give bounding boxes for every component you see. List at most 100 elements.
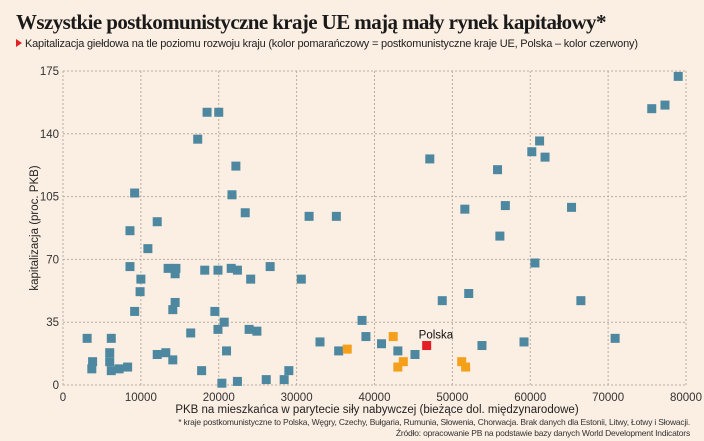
point-other [168, 305, 178, 315]
point-other [168, 355, 178, 365]
point-other [673, 71, 683, 81]
point-other [227, 190, 237, 200]
y-tick-label: 105 [40, 192, 59, 204]
point-other [535, 136, 545, 146]
point-other [393, 346, 403, 356]
point-other [576, 296, 586, 306]
point-other [530, 258, 540, 268]
y-tick-labels: 0 35 70 105 140 175 [40, 66, 59, 392]
point-other [425, 154, 435, 164]
point-other [493, 165, 503, 175]
point-other [477, 341, 487, 351]
y-tick-label: 140 [40, 129, 59, 141]
point-other [222, 346, 232, 356]
point-other [219, 317, 229, 327]
point-other [231, 161, 241, 171]
point-other [210, 306, 220, 316]
point-other [252, 326, 262, 336]
point-postcommunist [388, 332, 398, 342]
point-other [527, 147, 537, 157]
y-tick-label: 70 [46, 254, 59, 266]
point-other [304, 211, 314, 221]
point-other [214, 107, 224, 117]
point-poland [422, 341, 432, 351]
point-other [279, 375, 289, 385]
point-other [540, 152, 550, 162]
point-label-poland: Polska [419, 330, 454, 342]
x-tick-label: 0 [60, 392, 66, 404]
point-other [361, 332, 371, 342]
point-postcommunist [457, 357, 467, 367]
point-other [610, 333, 620, 343]
x-tick-label: 20000 [203, 392, 235, 404]
point-other [217, 378, 227, 388]
point-other [186, 328, 196, 338]
point-other [246, 274, 256, 284]
point-other [331, 211, 341, 221]
point-postcommunist [461, 362, 471, 372]
point-other [500, 201, 510, 211]
point-other [377, 339, 387, 349]
point-postcommunist [342, 344, 352, 354]
point-other [136, 274, 146, 284]
y-axis-label: kapitalizacja (proc. PKB) [29, 165, 41, 290]
x-tick-labels: 0 10000 20000 30000 40000 50000 60000 70000 8000… [60, 392, 702, 404]
point-other [114, 364, 124, 374]
y-tick-label: 175 [40, 66, 59, 78]
point-other [163, 263, 173, 273]
point-other [82, 333, 92, 343]
data-points: Polska [82, 71, 683, 388]
point-other [170, 297, 180, 307]
point-other [135, 287, 145, 297]
point-other [232, 265, 242, 275]
point-other [232, 376, 242, 386]
point-other [106, 366, 116, 376]
point-other [130, 306, 140, 316]
point-other [105, 348, 115, 358]
point-other [202, 107, 212, 117]
point-other [261, 375, 271, 385]
point-other [284, 366, 294, 376]
point-other [567, 202, 577, 212]
x-tick-label: 10000 [125, 392, 157, 404]
point-other [143, 244, 153, 254]
point-other [200, 265, 210, 275]
point-other [125, 262, 135, 272]
bullet-triangle-icon [16, 39, 22, 47]
point-other [197, 366, 207, 376]
point-other [170, 269, 180, 279]
point-other [244, 324, 254, 334]
point-other [410, 349, 420, 359]
point-other [130, 188, 140, 198]
point-other [213, 265, 223, 275]
point-other [437, 296, 447, 306]
point-other [647, 104, 657, 114]
point-postcommunist [393, 362, 403, 372]
point-other [660, 100, 670, 110]
source-note: Źródło: opracowanie PB na podstawie bazy… [395, 428, 690, 438]
y-tick-label: 0 [53, 380, 59, 392]
x-tick-label: 70000 [592, 392, 624, 404]
point-other [334, 346, 344, 356]
x-tick-label: 60000 [514, 392, 546, 404]
point-other [152, 217, 162, 227]
point-other [226, 263, 236, 273]
chart-subtitle: Kapitalizacja giełdowa na tle poziomu ro… [16, 38, 638, 50]
point-other [265, 262, 275, 272]
x-tick-label: 30000 [281, 392, 313, 404]
chart-title: Wszystkie postkomunistyczne kraje UE maj… [16, 10, 606, 34]
footnote: * kraje postkomunistyczne to Polska, Węg… [178, 417, 690, 427]
point-other [296, 274, 306, 284]
point-other [193, 134, 203, 144]
point-other [123, 362, 133, 372]
subtitle-text: Kapitalizacja giełdowa na tle poziomu ro… [25, 38, 638, 50]
point-other [161, 348, 171, 358]
x-tick-label: 80000 [670, 392, 702, 404]
x-tick-label: 50000 [436, 392, 468, 404]
point-other [315, 337, 325, 347]
point-other [88, 357, 98, 367]
point-other [152, 349, 162, 359]
point-other [106, 333, 116, 343]
point-other [87, 364, 97, 374]
